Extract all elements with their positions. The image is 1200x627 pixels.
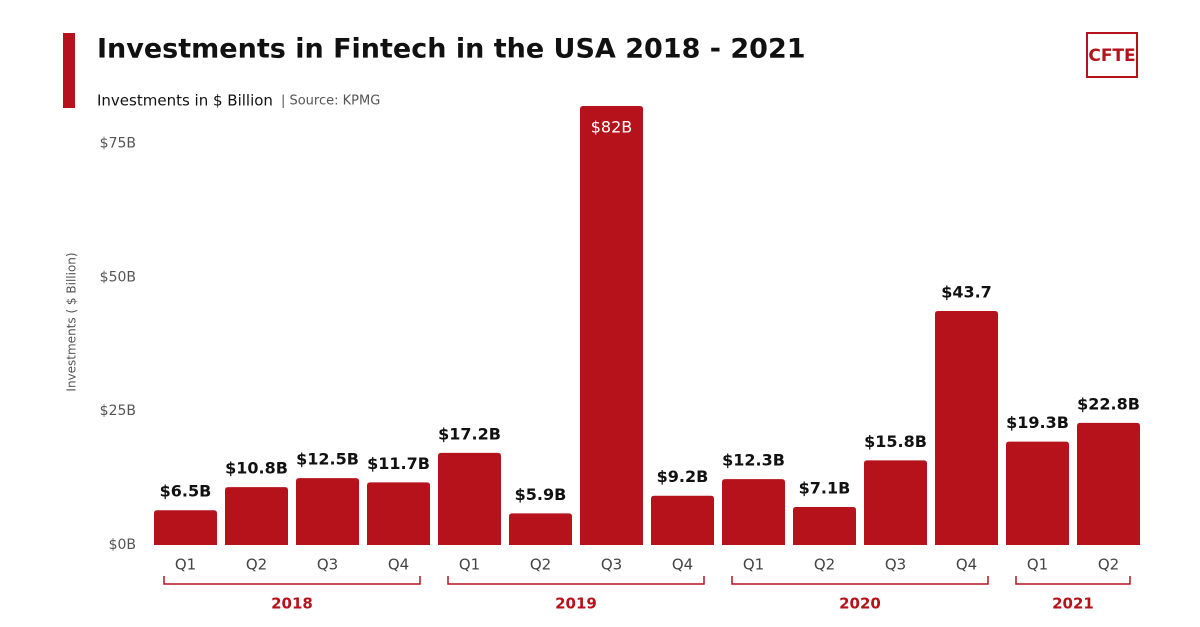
bar	[1077, 422, 1140, 545]
value-label: $12.5B	[296, 450, 359, 469]
x-tick-label: Q1	[459, 556, 480, 574]
value-label: $19.3B	[1006, 413, 1069, 432]
value-label: $43.7	[941, 283, 992, 302]
x-tick-label: Q2	[246, 556, 267, 574]
x-tick-label: Q3	[317, 556, 338, 574]
chart-title: Investments in Fintech in the USA 2018 -…	[97, 34, 806, 65]
source: | Source: KPMG	[281, 94, 380, 109]
value-label: $17.2B	[438, 424, 501, 443]
value-label: $9.2B	[657, 467, 709, 486]
value-label: $7.1B	[799, 478, 851, 497]
x-tick-label: Q4	[388, 556, 409, 574]
x-tick-label: Q2	[814, 556, 835, 574]
value-label: $12.3B	[722, 451, 785, 470]
y-tick-label: $50B	[100, 269, 136, 285]
y-tick-label: $75B	[100, 135, 136, 151]
x-tick-label: Q3	[601, 556, 622, 574]
value-label: $5.9B	[515, 485, 567, 504]
year-bracket	[163, 576, 421, 585]
x-tick-label: Q2	[530, 556, 551, 574]
year-label: 2021	[1052, 595, 1094, 613]
value-label: $6.5B	[160, 482, 212, 501]
x-tick-label: Q3	[885, 556, 906, 574]
bar	[367, 482, 430, 545]
x-tick-label: Q1	[175, 556, 196, 574]
bar	[580, 106, 643, 545]
value-label: $15.8B	[864, 432, 927, 451]
year-label: 2020	[839, 595, 881, 613]
x-tick-label: Q4	[672, 556, 693, 574]
value-label: $22.8B	[1077, 394, 1140, 413]
value-label: $11.7B	[367, 454, 430, 473]
y-tick-label: $25B	[100, 403, 136, 419]
bar	[509, 513, 572, 545]
accent-bar	[63, 33, 75, 108]
bar	[651, 495, 714, 545]
value-label: $10.8B	[225, 459, 288, 478]
year-label: 2019	[555, 595, 597, 613]
x-tick-label: Q1	[743, 556, 764, 574]
bar	[722, 479, 785, 545]
bar	[225, 487, 288, 545]
year-bracket	[1015, 576, 1131, 585]
bar	[935, 311, 998, 545]
year-bracket	[447, 576, 705, 585]
bar	[864, 460, 927, 545]
y-axis-label: Investments ( $ Billion)	[65, 252, 79, 391]
bar	[154, 510, 217, 545]
bar	[1006, 441, 1069, 545]
bar	[296, 478, 359, 545]
x-tick-label: Q4	[956, 556, 977, 574]
logo-box	[1086, 32, 1138, 78]
subtitle: Investments in $ Billion	[97, 92, 273, 110]
bar	[438, 452, 501, 545]
bar	[793, 506, 856, 545]
year-label: 2018	[271, 595, 313, 613]
year-bracket	[731, 576, 989, 585]
logo: CFTE	[1088, 46, 1135, 66]
x-tick-label: Q1	[1027, 556, 1048, 574]
y-tick-label: $0B	[109, 537, 136, 553]
x-tick-label: Q2	[1098, 556, 1119, 574]
value-label: $82B	[591, 118, 633, 137]
